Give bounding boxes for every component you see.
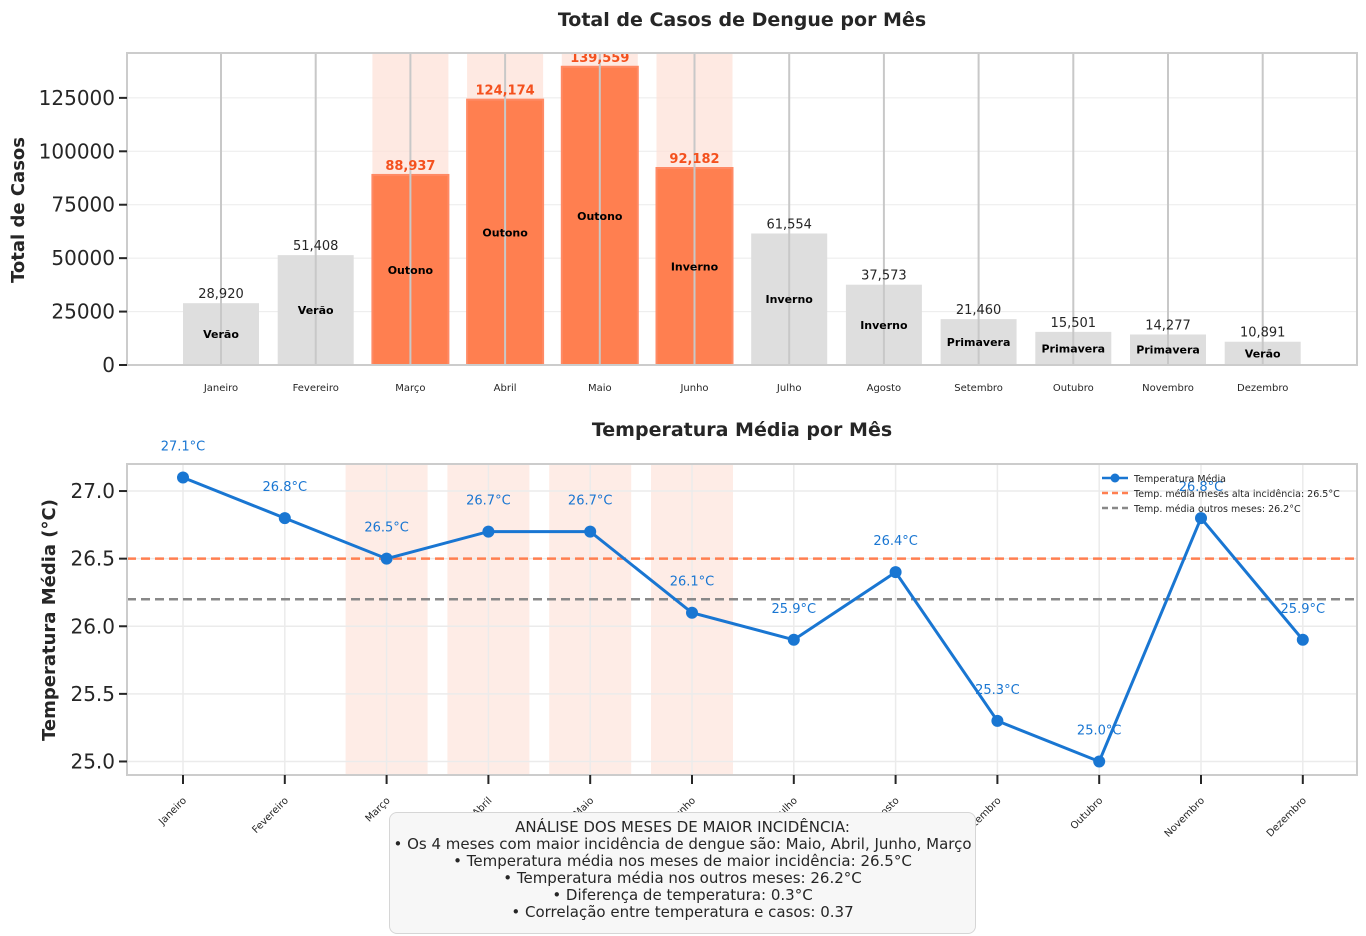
y-tick-label: 0 — [102, 353, 115, 377]
bar-value-label: 21,460 — [956, 303, 1002, 318]
bar-value-label: 28,920 — [198, 287, 244, 302]
x-tick-label: Dezembro — [1237, 383, 1288, 394]
temperature-value-label: 25.3°C — [975, 683, 1020, 698]
x-tick-label: Fevereiro — [293, 383, 339, 394]
x-tick-label: Dezembro — [1265, 795, 1309, 839]
x-tick-label: Outubro — [1069, 795, 1106, 832]
temperature-point — [1195, 512, 1207, 525]
temperature-value-label: 26.4°C — [873, 534, 918, 549]
season-label: Outono — [388, 264, 434, 277]
bar-chart-title: Total de Casos de Dengue por Mês — [558, 9, 926, 31]
temperature-value-label: 26.7°C — [568, 494, 613, 509]
y-tick-label: 25.5 — [70, 682, 115, 706]
x-tick-label: Outubro — [1053, 383, 1094, 394]
y-tick-label: 26.5 — [70, 547, 115, 571]
bar-chart-frame — [126, 52, 1358, 366]
x-tick-label: Fevereiro — [250, 795, 290, 835]
bar-value-label: 139,559 — [570, 51, 629, 66]
bar-chart-ylabel: Total de Casos — [8, 137, 29, 283]
temperature-point — [177, 471, 189, 484]
temperature-point — [1296, 633, 1309, 646]
temperature-value-label: 26.7°C — [466, 494, 511, 509]
x-tick-label: Agosto — [867, 383, 902, 394]
x-tick-label: Março — [395, 383, 425, 394]
legend-marker-temperature — [1110, 473, 1120, 483]
line-chart-frame — [126, 463, 1358, 776]
bar-value-label: 10,891 — [1240, 326, 1286, 341]
summary-line: • Temperatura média nos meses de maior i… — [453, 852, 912, 870]
bar-value-label: 15,501 — [1051, 316, 1097, 331]
temperature-value-label: 25.9°C — [1281, 602, 1326, 617]
temperature-value-label: 26.5°C — [364, 521, 409, 536]
x-tick-label: Setembro — [954, 383, 1003, 394]
season-label: Verão — [203, 328, 239, 341]
x-tick-label: Junho — [679, 383, 708, 394]
temperature-value-label: 27.1°C — [161, 440, 206, 455]
bar-value-label: 88,937 — [385, 159, 435, 174]
y-tick-label: 50000 — [51, 246, 115, 270]
temperature-value-label: 26.8°C — [263, 480, 308, 495]
summary-line: • Diferença de temperatura: 0.3°C — [552, 886, 813, 904]
y-tick-label: 75000 — [51, 193, 115, 217]
legend-label-temperature: Temperatura Média — [1133, 474, 1226, 485]
line-chart-ylabel: Temperatura Média (°C) — [39, 499, 60, 741]
temperature-value-label: 26.1°C — [670, 575, 715, 590]
bar-value-label: 51,408 — [293, 239, 339, 254]
temperature-point — [991, 714, 1004, 727]
season-label: Primavera — [1041, 342, 1105, 355]
season-label: Primavera — [1136, 344, 1200, 357]
temperature-point — [278, 512, 291, 525]
bar-value-label: 61,554 — [766, 217, 812, 232]
x-tick-label: Abril — [494, 383, 517, 394]
y-tick-label: 26.0 — [70, 614, 115, 638]
y-tick-label: 27.0 — [70, 479, 115, 503]
legend-label-reference: Temp. média outros meses: 26.2°C — [1133, 504, 1301, 515]
bar-chart: 28,920 51,408 88,937 124,174 139,559 92,182 61… — [39, 51, 1358, 394]
summary-line: • Correlação entre temperatura e casos: … — [511, 903, 854, 921]
season-label: Primavera — [947, 336, 1011, 349]
temperature-point — [1093, 755, 1106, 768]
temperature-value-label: 25.9°C — [772, 602, 817, 617]
x-tick-label: Janeiro — [203, 383, 238, 394]
line-chart-legend: Temperatura Média Temp. média meses alta … — [1102, 473, 1340, 515]
y-tick-label: 100000 — [39, 139, 115, 163]
bar-value-label: 92,182 — [669, 152, 719, 167]
summary-line: • Os 4 meses com maior incidência de den… — [393, 835, 972, 853]
line-chart-title: Temperatura Média por Mês — [592, 419, 892, 441]
season-label: Inverno — [860, 319, 908, 332]
temperature-point — [584, 525, 597, 538]
x-tick-label: Julho — [776, 383, 802, 394]
y-tick-label: 25000 — [51, 300, 115, 324]
legend-label-reference: Temp. média meses alta incidência: 26.5°… — [1133, 489, 1340, 500]
summary-line: • Temperatura média nos outros meses: 26… — [503, 869, 862, 887]
bar-value-label: 124,174 — [475, 84, 534, 99]
temperature-line — [182, 476, 1304, 764]
season-label: Outono — [482, 226, 528, 239]
temperature-point — [686, 606, 698, 619]
season-label: Outono — [577, 210, 623, 223]
x-tick-label: Maio — [588, 383, 612, 394]
x-tick-label: Novembro — [1142, 383, 1194, 394]
season-label: Verão — [1245, 347, 1281, 360]
temperature-point — [787, 633, 800, 646]
y-tick-label: 25.0 — [70, 749, 115, 773]
bar-value-label: 14,277 — [1145, 318, 1191, 333]
bar-value-label: 37,573 — [861, 269, 907, 284]
season-label: Verão — [298, 304, 334, 317]
summary-line: ANÁLISE DOS MESES DE MAIOR INCIDÊNCIA: — [515, 818, 850, 836]
season-label: Inverno — [671, 261, 719, 274]
x-tick-label: Novembro — [1163, 795, 1207, 839]
season-label: Inverno — [766, 293, 814, 306]
temperature-value-label: 26.8°C — [1179, 480, 1224, 495]
x-tick-label: Janeiro — [156, 795, 189, 828]
temperature-point — [380, 552, 393, 565]
temperature-point — [482, 525, 495, 538]
temperature-value-label: 25.0°C — [1077, 723, 1122, 738]
y-tick-label: 125000 — [39, 86, 115, 110]
temperature-point — [889, 566, 902, 579]
analysis-summary-box: ANÁLISE DOS MESES DE MAIOR INCIDÊNCIA: •… — [389, 812, 976, 934]
